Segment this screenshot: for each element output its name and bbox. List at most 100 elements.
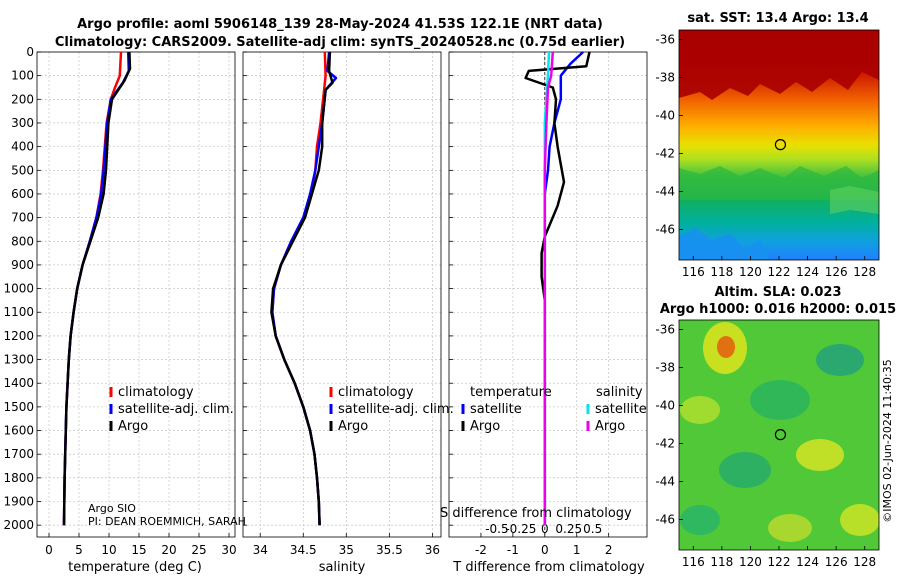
y-tick-label: 200 xyxy=(11,92,34,106)
x-tick-label: 2 xyxy=(605,543,613,557)
y-tick-label: 600 xyxy=(11,187,34,201)
y-tick-label: 2000 xyxy=(3,518,34,532)
sst-green-band xyxy=(679,166,879,200)
x-tick-label: -1 xyxy=(507,543,519,557)
sla-blob xyxy=(796,439,844,471)
sla-texture xyxy=(680,322,879,542)
plot-frame xyxy=(242,51,442,538)
x-tick-label: 36 xyxy=(425,543,440,557)
plot-frame xyxy=(36,51,236,538)
legend-header-temperature: temperature xyxy=(470,385,552,400)
sla-blob xyxy=(680,505,720,535)
difference-xlabel: T difference from climatology xyxy=(452,560,645,575)
sla-blob xyxy=(680,396,720,424)
map-x-tick-label: 120 xyxy=(739,265,762,279)
legend-label-t-satellite: satellite xyxy=(470,402,522,417)
x-tick-label: 0 xyxy=(45,543,53,557)
x-tick-label: 20 xyxy=(161,543,176,557)
y-tick-label: 500 xyxy=(11,163,34,177)
sst-map xyxy=(678,29,880,261)
y-tick-label: 1000 xyxy=(3,282,34,296)
argo-location-marker xyxy=(774,139,787,151)
map-x-tick-label: 126 xyxy=(825,555,848,569)
series-line-climatology xyxy=(62,51,123,526)
map-x-tick-label: 128 xyxy=(853,265,876,279)
sst-cold-patch xyxy=(679,228,770,260)
x-tick-label: 35.5 xyxy=(376,543,403,557)
y-tick-label: 400 xyxy=(11,140,34,154)
sla-blob xyxy=(717,336,735,358)
legend-label-climatology: climatology xyxy=(118,385,194,400)
x-tick-label: 34.5 xyxy=(290,543,317,557)
y-tick-label: 700 xyxy=(11,211,34,225)
figure-title-line2: Climatology: CARS2009. Satellite-adj cli… xyxy=(55,35,625,50)
salinity-legend: climatology satellite-adj. clim. Argo xyxy=(329,385,454,434)
legend-label-satellite: satellite-adj. clim. xyxy=(118,402,234,417)
y-tick-label: 800 xyxy=(11,234,34,248)
series-line-argo xyxy=(62,51,132,526)
difference-panel: -2 -1 0 1 2 -0.5-0.25 0 0.25 0.5 xyxy=(448,51,648,557)
x-tick-label: 5 xyxy=(75,543,83,557)
argo-location-marker xyxy=(774,429,787,441)
sst-light-patch xyxy=(830,186,879,214)
sla-map xyxy=(678,319,880,551)
legend-label-s-argo: Argo xyxy=(595,419,625,434)
argo-pi-label: PI: DEAN ROEMMICH, SARAH xyxy=(88,515,246,528)
y-tick-label: 100 xyxy=(11,69,34,83)
series-line-argo xyxy=(270,51,334,526)
sal-diff-tick-label: -0.25 xyxy=(505,522,536,536)
gridlines xyxy=(449,51,647,537)
x-tick-label: 34 xyxy=(253,543,268,557)
y-tick-label: 1300 xyxy=(3,353,34,367)
map-x-tick-label: 124 xyxy=(796,265,819,279)
map-x-tick-label: 116 xyxy=(682,265,705,279)
sal-diff-tick-label: -0.5 xyxy=(485,522,508,536)
map-x-tick-label: 128 xyxy=(853,555,876,569)
map-y-tick-label: -40 xyxy=(655,109,675,123)
x-tick-label: 35 xyxy=(339,543,354,557)
sla-blob xyxy=(750,380,810,420)
y-tick-label: 1200 xyxy=(3,329,34,343)
map-y-tick-label: -42 xyxy=(655,147,675,161)
sst-map-title: sat. SST: 13.4 Argo: 13.4 xyxy=(687,11,868,26)
gridlines xyxy=(37,51,235,537)
y-tick-label: 1700 xyxy=(3,447,34,461)
sla-blob xyxy=(719,452,771,488)
legend-label-satellite: satellite-adj. clim. xyxy=(338,402,454,417)
y-tick-label: 1500 xyxy=(3,400,34,414)
sst-map-axes: 116 118 120 122 124 126 128 -36 -38 -40 -42 -44 -46 xyxy=(655,33,876,279)
difference-sal-xlabel: S difference from climatology xyxy=(440,506,632,521)
map-y-tick-label: -46 xyxy=(655,513,675,527)
x-tick-label: -2 xyxy=(475,543,487,557)
map-x-tick-label: 118 xyxy=(710,555,733,569)
x-tick-label: 30 xyxy=(221,543,236,557)
legend-label-argo: Argo xyxy=(338,419,368,434)
x-tick-label: 10 xyxy=(101,543,116,557)
y-tick-label: 1400 xyxy=(3,376,34,390)
x-tick-label: 25 xyxy=(191,543,206,557)
sal-diff-tick-label: 0 xyxy=(541,522,549,536)
credit-label: ©IMOS 02-Jun-2024 11:40:35 xyxy=(881,359,894,523)
y-tick-label: 1100 xyxy=(3,305,34,319)
map-y-tick-label: -40 xyxy=(655,399,675,413)
legend-label-s-satellite: satellite xyxy=(595,402,647,417)
plot-frame xyxy=(448,51,648,538)
y-tick-label: 900 xyxy=(11,258,34,272)
legend-label-climatology: climatology xyxy=(338,385,414,400)
legend-label-argo: Argo xyxy=(118,419,148,434)
series-line-salinity-argo xyxy=(543,51,555,526)
map-x-tick-label: 122 xyxy=(768,555,791,569)
x-tick-label: 15 xyxy=(131,543,146,557)
x-tick-label: 0 xyxy=(541,543,549,557)
sst-warm-patch xyxy=(679,30,879,100)
y-tick-label: 300 xyxy=(11,116,34,130)
y-tick-label: 1900 xyxy=(3,495,34,509)
sla-map-axes: 116 118 120 122 124 126 128 -36 -38 -40 -42 -44 -46 xyxy=(655,323,876,569)
map-x-tick-label: 116 xyxy=(682,555,705,569)
map-y-tick-label: -36 xyxy=(655,33,675,47)
sla-blob xyxy=(768,514,812,542)
sal-diff-tick-label: 0.25 xyxy=(555,522,582,536)
map-y-tick-label: -46 xyxy=(655,223,675,237)
y-tick-label: 1800 xyxy=(3,471,34,485)
